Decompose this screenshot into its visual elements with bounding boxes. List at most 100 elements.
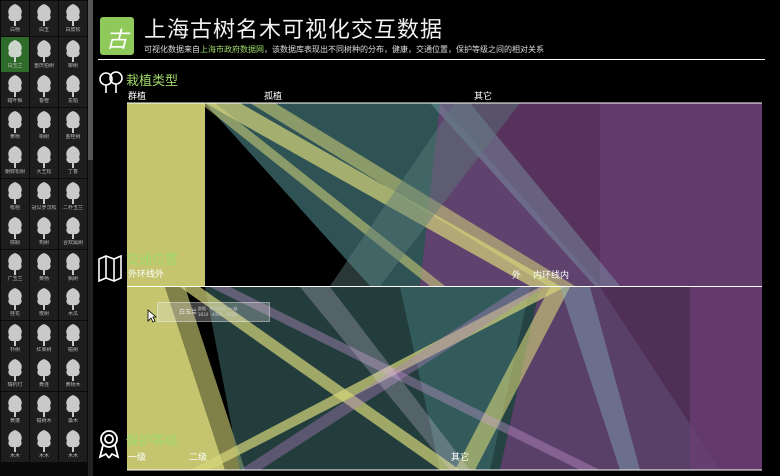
tree-silhouette-icon xyxy=(8,394,22,417)
map-icon xyxy=(98,254,122,282)
sidebar-scrollbar[interactable] xyxy=(88,0,93,476)
tree-species-label: 棕榈 xyxy=(9,240,20,246)
tree-species-tile[interactable]: 枫树 xyxy=(59,249,87,285)
tooltip-tree-name: 白玉兰 xyxy=(179,309,198,316)
ribbon-cross-yellow-1[interactable] xyxy=(205,103,560,286)
tree-species-label: 瑞钓灯 xyxy=(7,382,23,388)
page-subtitle: 可视化数据来自上海市政府数据网，该数据库表现出不同树种的分布，健康，交通位置，保… xyxy=(144,44,544,55)
tree-species-label: 红果树 xyxy=(36,346,52,353)
tree-silhouette-icon xyxy=(66,217,80,239)
category-other-planting[interactable]: 其它 xyxy=(474,92,493,102)
app-logo: 古 xyxy=(100,17,134,55)
axis-title-traffic: 交通位置 xyxy=(126,253,179,268)
ribbon-outside-level-one[interactable] xyxy=(127,287,225,470)
tree-species-label: 木木 xyxy=(67,453,78,459)
tree-species-tile[interactable]: 黄杨木 xyxy=(59,356,87,391)
ribbon-cross-yellow-2[interactable] xyxy=(250,103,575,286)
ribbon-cross-lightblue[interactable] xyxy=(560,287,640,470)
subtitle-text-post: ，该数据库表现出不同树种的分布，健康，交通位置，保护等级之间的相对关系 xyxy=(264,45,544,54)
tree-species-tile[interactable]: 香橙 xyxy=(30,72,58,107)
tree-species-label: 重庆柏树 xyxy=(33,62,54,69)
category-outside-outer-ring[interactable]: 外环线外 xyxy=(128,270,165,280)
tree-species-label: 桐树 xyxy=(38,133,49,140)
ribbon-cross-pink[interactable] xyxy=(210,287,600,470)
tree-species-label: 黄杨木 xyxy=(65,382,81,388)
tree-silhouette-icon xyxy=(8,217,22,239)
ribbon-cross-blue[interactable] xyxy=(430,103,620,286)
ribbon-cross-white[interactable] xyxy=(300,287,470,470)
tree-species-tile[interactable]: 榆树 xyxy=(59,320,87,356)
tree-species-sidebar: 白杨 白玉 白皮松 白玉兰 重庆柏树 柳树 蜡叶枫 香橙 龙柏 黄杨 桐树 金桂树 朝鲜松树 大王松 丁香枇… xyxy=(0,0,88,476)
category-level-other[interactable]: 其它 xyxy=(451,453,470,463)
tree-species-tile[interactable]: 瑞钓灯 xyxy=(1,356,29,391)
tree-species-tile[interactable]: 白玉兰 xyxy=(1,36,29,72)
tree-species-tile[interactable]: 朴树 xyxy=(1,320,29,356)
tree-species-tile[interactable]: 榆树木 xyxy=(30,391,58,427)
ribbon-cross-violet[interactable] xyxy=(240,287,545,470)
tree-species-tile[interactable]: 木木 xyxy=(59,427,87,462)
tree-species-tile[interactable]: 木木 xyxy=(1,427,29,462)
tree-species-tile[interactable]: 合欢属树 xyxy=(59,214,87,249)
tree-species-tile[interactable]: 木木 xyxy=(30,427,58,462)
tree-species-tile[interactable]: 黄连 xyxy=(30,356,58,391)
sidebar-scrollbar-thumb[interactable] xyxy=(88,0,93,160)
category-level-one[interactable]: 一级 xyxy=(128,453,147,463)
tree-species-tile[interactable]: 冠以罗汉松 xyxy=(30,178,58,214)
tree-silhouette-icon xyxy=(8,252,22,275)
tree-species-tile[interactable]: 蜡叶枫 xyxy=(1,72,29,107)
tree-species-label: 枫树 xyxy=(67,275,78,282)
tree-silhouette-icon xyxy=(66,146,80,168)
category-inside-inner-ring[interactable]: 内环线内 xyxy=(533,271,570,281)
tree-silhouette-icon xyxy=(37,359,51,381)
tree-species-tile[interactable]: 重庆柏树 xyxy=(30,36,58,72)
ribbon-group-planting[interactable] xyxy=(127,103,205,286)
category-outside[interactable]: 外 xyxy=(512,271,522,281)
tree-species-tile[interactable]: 白皮松 xyxy=(59,1,87,36)
ribbon-outside-level-two[interactable] xyxy=(165,287,245,470)
ribbon-cross-yellow-6[interactable] xyxy=(455,287,570,470)
ribbon-cross-yellow-4[interactable] xyxy=(180,287,460,470)
tree-species-tile[interactable]: 桑木 xyxy=(59,391,87,427)
tree-species-tile[interactable]: 广玉兰 xyxy=(1,249,29,285)
tree-species-tile[interactable]: 黄蓬 xyxy=(1,391,29,427)
tree-species-tile[interactable]: 二乔玉兰 xyxy=(59,178,87,214)
tree-species-tile[interactable]: 白杨 xyxy=(1,1,29,36)
category-level-two[interactable]: 二级 xyxy=(189,453,208,463)
tree-species-tile[interactable]: 桉树 xyxy=(30,285,58,320)
tree-species-tile[interactable]: 构树 xyxy=(30,214,58,249)
tree-species-tile[interactable]: 红果树 xyxy=(30,320,58,356)
tree-species-tile[interactable]: 白玉 xyxy=(30,1,58,36)
ribbon-purple-block[interactable] xyxy=(690,287,762,470)
data-source-link[interactable]: 上海市政府数据网 xyxy=(200,45,264,54)
tree-species-tile[interactable]: 桂花 xyxy=(1,285,29,320)
ribbon-other-planting-block[interactable] xyxy=(600,103,762,286)
category-single-planting[interactable]: 孤植 xyxy=(264,92,283,102)
tree-species-tile[interactable]: 黄杨 xyxy=(30,249,58,285)
tree-species-tile[interactable]: 棕榈 xyxy=(1,214,29,249)
tree-silhouette-icon xyxy=(8,359,22,381)
tree-species-tile[interactable]: 大王松 xyxy=(30,143,58,178)
tree-silhouette-icon xyxy=(37,181,51,204)
award-icon xyxy=(98,430,120,459)
ribbon-cross-teal[interactable] xyxy=(330,103,520,286)
tooltip-detail-line1: 群植 · 外环线外 · 一级 xyxy=(198,306,238,311)
tree-species-label: 白玉 xyxy=(38,27,49,33)
tree-silhouette-icon xyxy=(66,181,80,204)
tree-species-tile[interactable]: 金桂树 xyxy=(59,107,87,143)
category-group-planting[interactable]: 群植 xyxy=(128,92,147,102)
tree-species-tile[interactable]: 柳树 xyxy=(59,36,87,72)
ribbon-cross-yellow-3[interactable] xyxy=(200,103,445,286)
ribbon-cross-yellow-5[interactable] xyxy=(190,287,565,470)
page-title: 上海古树名木可视化交互数据 xyxy=(144,18,444,43)
tree-species-tile[interactable]: 丁香 xyxy=(59,143,87,178)
tree-silhouette-icon xyxy=(8,110,22,133)
tree-species-tile[interactable]: 黄杨 xyxy=(1,107,29,143)
tree-species-tile[interactable]: 木瓜 xyxy=(59,285,87,320)
tree-silhouette-icon xyxy=(66,359,80,381)
tree-species-tile[interactable]: 枇杷 xyxy=(1,178,29,214)
tree-species-tile[interactable]: 朝鲜松树 xyxy=(1,143,29,178)
tree-species-tile[interactable]: 龙柏 xyxy=(59,72,87,107)
tree-species-tile[interactable]: 桐树 xyxy=(30,107,58,143)
tree-silhouette-icon xyxy=(37,394,51,417)
